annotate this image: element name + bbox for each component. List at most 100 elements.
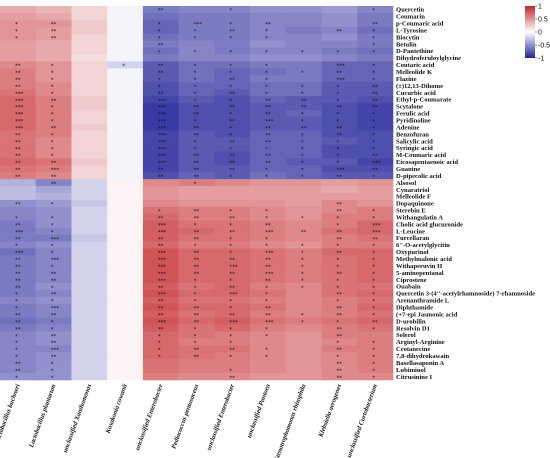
heatmap-cell-ciprostene-6 (214, 276, 251, 284)
column-label-unclassified-xanthomonas-2: unclassified Xanthomonas (62, 383, 93, 454)
heatmap-cell-melleolide-k-6 (214, 68, 251, 76)
heatmap-cell-coutaric-acid-0 (0, 61, 37, 69)
significance-mark: * (229, 126, 232, 132)
heatmap-cell-cholic-acid-glucuronide-4 (142, 220, 179, 228)
significance-mark: * (229, 237, 232, 243)
heatmap-cell-coutaric-acid-4 (142, 61, 179, 69)
significance-mark: ** (229, 230, 235, 236)
heatmap-cell-dihydroferuloylglycine-0 (0, 54, 37, 62)
significance-mark: ** (265, 264, 271, 270)
significance-mark: * (372, 368, 375, 374)
significance-mark: * (51, 84, 54, 90)
significance-mark: * (15, 306, 18, 312)
significance-mark: * (265, 91, 268, 97)
heatmap-cell-guanine-9 (321, 165, 358, 173)
heatmap-cell-withangulatin-a-5 (178, 213, 215, 222)
heatmap-cell-sterebin-e-1 (35, 206, 72, 215)
significance-mark: ** (194, 133, 200, 139)
heatmap-cell-methylmalonic-acid-4 (142, 255, 179, 263)
heatmap-cell-flazine-10 (357, 75, 394, 83)
heatmap-cell-benzofuran-10 (357, 130, 394, 138)
significance-mark: * (301, 161, 304, 167)
heatmap-cell-solerol-7 (250, 331, 287, 339)
heatmap-cell-5-aminopentanal-6 (214, 269, 251, 277)
significance-mark: * (337, 355, 340, 361)
heatmap-cell-citrusinine-i-2 (71, 373, 108, 381)
heatmap-cell-ouabain-8 (285, 283, 322, 291)
heatmap-cell-benzofuran-1 (35, 130, 72, 138)
heatmap-cell-ferulic-acid-10 (357, 109, 394, 118)
heatmap-cell-furcellaran-5 (178, 234, 215, 242)
heatmap-cell-ferulic-acid-5 (178, 109, 215, 118)
heatmap-cell-7-epi-jasmonic-acid-1 (35, 310, 72, 318)
significance-mark: * (265, 355, 268, 361)
significance-mark: * (51, 140, 54, 146)
heatmap-cell-quercetin-3-4-acetylrhamnoside-7-rhamnoside-8 (285, 289, 322, 298)
heatmap-cell-betulin-8 (285, 40, 322, 48)
heatmap-cell-quercetin-7 (250, 6, 287, 14)
heatmap-cell-adenine-7 (250, 123, 287, 131)
heatmap-cell-betulin-10 (357, 40, 394, 48)
significance-mark: * (372, 271, 375, 277)
heatmap-cell-adenine-0 (0, 123, 37, 131)
heatmap-cell-l-tyrosine-7 (250, 26, 287, 35)
heatmap-cell-7-8-dihydrokawain-8 (285, 352, 322, 360)
significance-mark: * (372, 174, 375, 180)
significance-mark: ** (301, 105, 307, 111)
significance-mark: * (372, 285, 375, 291)
heatmap-cell-guanine-6 (214, 165, 251, 173)
significance-mark: * (265, 29, 268, 35)
heatmap-cell-resolvin-d1-3 (107, 324, 144, 332)
row-label-d-pantethine: D-Pantethine (396, 48, 433, 55)
heatmap-cell-arginyl-arginine-5 (178, 338, 215, 346)
significance-mark: * (372, 313, 375, 319)
row-label-crotanecine: Crotanecine (396, 346, 430, 353)
heatmap-cell-cynaratriol-6 (214, 186, 251, 194)
significance-mark: *** (158, 140, 167, 146)
significance-mark: * (372, 209, 375, 215)
significance-mark: ** (337, 313, 343, 319)
heatmap-cell-adenine-5 (178, 123, 215, 131)
heatmap-cell-resolvin-d1-6 (214, 324, 251, 332)
heatmap-cell-p-coumaric-acid-5 (178, 19, 215, 28)
heatmap-cell-coutaric-acid-10 (357, 61, 394, 69)
significance-mark: * (229, 209, 232, 215)
heatmap-cell-coutaric-acid-9 (321, 61, 358, 69)
heatmap-cell-solerol-6 (214, 331, 251, 339)
significance-mark: ** (229, 77, 235, 83)
heatmap-cell-quercetin-6 (214, 6, 251, 14)
heatmap-cell-furcellaran-0 (0, 234, 37, 242)
significance-mark: * (15, 244, 18, 250)
heatmap-cell-d-urobilin-4 (142, 317, 179, 325)
significance-mark: *** (51, 348, 60, 354)
significance-mark: * (194, 334, 197, 340)
significance-mark: ** (158, 237, 164, 243)
significance-mark: * (372, 36, 375, 42)
significance-mark: ** (265, 98, 271, 104)
significance-mark: ** (15, 237, 21, 243)
heatmap-cell-m-coumaric-acid-9 (321, 151, 358, 159)
row-label-6-o-acetylglycitin: 6''-O-acetylglycitin (396, 242, 450, 249)
heatmap-cell-sterebin-e-3 (107, 206, 144, 215)
heatmap-cell-solerol-2 (71, 331, 108, 339)
heatmap-cell-resolvin-d1-5 (178, 324, 215, 332)
heatmap-cell-solerol-4 (142, 331, 179, 339)
heatmap-cell-guanine-5 (178, 165, 215, 173)
significance-mark: * (229, 244, 232, 250)
heatmap-cell-benzofuran-5 (178, 130, 215, 138)
row-label-syringic-acid: Syringic acid (396, 145, 433, 152)
heatmap-cell-melleolide-k-8 (285, 68, 322, 76)
heatmap-cell-melleolide-k-7 (250, 68, 287, 76)
heatmap-cell-ciprostene-0 (0, 276, 37, 284)
significance-mark: * (337, 341, 340, 347)
heatmap-cell-guanine-10 (357, 165, 394, 173)
heatmap-cell-l-leucine-4 (142, 227, 179, 235)
heatmap-cell-adenine-3 (107, 123, 144, 131)
heatmap-cell-quercetin-3-4-acetylrhamnoside-7-rhamnoside-1 (35, 289, 72, 298)
heatmap-cell-dopaquinone-8 (285, 199, 322, 208)
heatmap-cell-cholic-acid-glucuronide-9 (321, 220, 358, 228)
significance-mark: * (158, 29, 161, 35)
significance-mark: ** (337, 348, 343, 354)
significance-mark: * (229, 341, 232, 347)
heatmap-cell-alsosol-8 (285, 179, 322, 187)
